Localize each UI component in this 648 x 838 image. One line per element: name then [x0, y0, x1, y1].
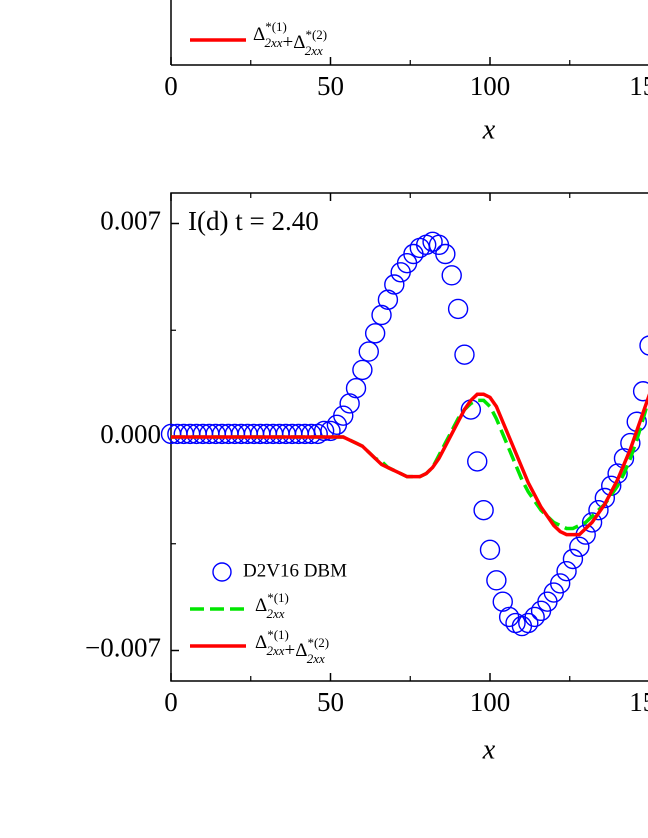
data-point — [467, 451, 488, 472]
x-tick-label: 50 — [317, 71, 344, 101]
data-point — [364, 323, 386, 344]
data-point — [581, 512, 603, 533]
data-point — [486, 570, 507, 591]
data-point — [333, 405, 354, 426]
x-tick-label: 150 — [629, 687, 648, 717]
data-point — [549, 573, 571, 594]
data-point — [371, 304, 392, 326]
y-tick-label: −0.007 — [85, 633, 161, 663]
data-point — [358, 341, 379, 362]
data-point — [594, 487, 616, 509]
data-point — [377, 289, 399, 310]
data-point — [352, 359, 373, 381]
data-point — [320, 420, 341, 442]
x-tick-label: 150 — [629, 71, 648, 101]
y-tick-label: 0.007 — [100, 206, 161, 236]
x-tick-label: 0 — [164, 71, 178, 101]
data-point — [473, 500, 494, 521]
x-axis-label: x — [482, 114, 496, 145]
data-point — [384, 274, 405, 295]
annotation: I(d) t = 2.40 — [188, 206, 319, 236]
data-point — [639, 335, 648, 356]
x-tick-label: 100 — [470, 71, 511, 101]
x-axis-label: x — [482, 734, 496, 765]
legend-label: Δ*(1) 2xx+Δ*(2) 2xx — [253, 19, 327, 58]
legend-swatch — [212, 562, 232, 582]
data-line — [171, 396, 648, 531]
data-point — [562, 548, 584, 570]
data-point — [435, 243, 456, 265]
x-tick-label: 50 — [317, 687, 344, 717]
data-point — [447, 298, 469, 320]
x-tick-label: 100 — [470, 687, 511, 717]
data-line — [171, 392, 648, 537]
data-point — [588, 500, 609, 521]
data-point — [569, 536, 590, 557]
legend-label: Δ*(1) 2xx — [255, 590, 289, 621]
data-point — [339, 393, 360, 414]
y-tick-label: 0.000 — [100, 419, 161, 449]
data-point — [441, 265, 462, 286]
data-point — [492, 591, 513, 612]
data-point — [524, 606, 545, 628]
data-point — [479, 539, 501, 561]
legend-label: Δ*(1) 2xx+Δ*(2) 2xx — [255, 627, 329, 666]
data-point — [313, 420, 335, 442]
data-point — [556, 561, 577, 582]
data-point — [345, 378, 367, 399]
data-point — [632, 381, 648, 402]
legend-label: D2V16 DBM — [243, 560, 347, 581]
x-tick-label: 0 — [164, 687, 178, 717]
data-point — [454, 344, 475, 365]
data-point — [518, 612, 539, 634]
